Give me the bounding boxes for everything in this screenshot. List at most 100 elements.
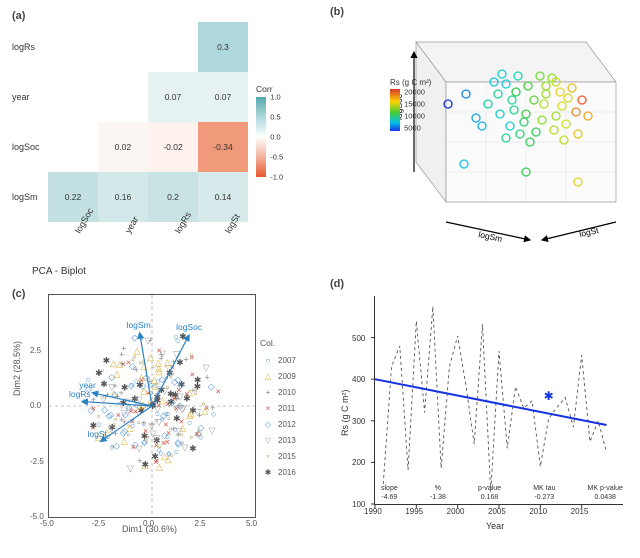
pca-point: ▫ <box>137 417 140 427</box>
heatmap-ylabel: logRs <box>12 42 35 52</box>
pca-point: △ <box>126 422 133 432</box>
pca-point: ▫ <box>112 419 115 429</box>
pca-point: × <box>153 457 158 467</box>
pca-point: ▽ <box>203 362 210 372</box>
pca-arrow-label: logRs <box>69 389 91 399</box>
pca-point: ▫ <box>189 432 192 442</box>
pca-point: + <box>141 418 146 428</box>
pca-arrow-label: logSt <box>88 429 107 439</box>
pca-legend-item: ◇2012 <box>260 416 318 432</box>
pca-legend-item: ▽2013 <box>260 432 318 448</box>
pca-point: ○ <box>187 417 192 427</box>
heatmap-cell <box>48 122 98 172</box>
pca-point: × <box>179 416 184 426</box>
cube-legend: Rs (g C m²) 2000015000100005000 <box>390 78 452 139</box>
pca-point: ○ <box>166 449 171 459</box>
pca-point: △ <box>147 352 154 362</box>
corr-heatmap: 0.30.070.070.02-0.02-0.340.220.160.20.14 <box>48 22 248 222</box>
pca-legend-item: +2010 <box>260 384 318 400</box>
pca-point: ○ <box>174 446 179 456</box>
pca-point: △ <box>113 369 120 379</box>
cube-legend-title: Rs (g C m²) <box>390 78 452 87</box>
time-series-line <box>383 306 606 492</box>
heatmap-cell: 0.02 <box>98 122 148 172</box>
heatmap-cell: 0.07 <box>148 72 198 122</box>
heatmap-ylabel: logSm <box>12 192 38 202</box>
pca-point: △ <box>110 358 117 368</box>
pca-point: ▽ <box>127 463 134 473</box>
pca-point: ▫ <box>194 385 197 395</box>
pca-point: ✱ <box>194 375 202 385</box>
pca-point: + <box>183 355 188 365</box>
heatmap-cell <box>148 22 198 72</box>
panel-b: (b) logSm logSt logSoc <box>326 4 636 264</box>
panel-c: (c) PCA - Biplot ○△+×◇▽▫✱○△+×◇▽▫✱○△+×◇▽▫… <box>4 266 324 556</box>
pca-point: × <box>116 410 121 420</box>
pca-legend-item: ×2011 <box>260 400 318 416</box>
trend-line <box>375 379 606 425</box>
pca-point: + <box>210 403 215 413</box>
pca-point: ▽ <box>179 404 186 414</box>
pca-point: ✱ <box>183 393 191 403</box>
pca-legend: Col. ○2007△2009+2010×2011◇2012▽2013▫2015… <box>260 338 318 480</box>
pca-point: △ <box>141 385 148 395</box>
pca-point: ✱ <box>103 356 111 366</box>
pca-point: + <box>204 373 209 383</box>
axis-logSm: logSm <box>478 229 504 244</box>
panel-d-label: (d) <box>330 278 344 290</box>
pca-point: △ <box>188 408 195 418</box>
pca-point: ◇ <box>120 428 127 438</box>
cube-legend-ticks: 2000015000100005000 <box>404 89 436 139</box>
trend-marker: ✱ <box>544 389 554 403</box>
pca-point: ○ <box>175 335 180 345</box>
pca-legend-item: ▫2015 <box>260 448 318 464</box>
pca-point: ✱ <box>176 358 184 368</box>
pca-point: ▫ <box>97 411 100 421</box>
heatmap-ylabel: year <box>12 92 30 102</box>
panel-b-label: (b) <box>330 6 344 18</box>
panel-a: (a) 0.30.070.070.02-0.02-0.340.220.160.2… <box>4 4 324 264</box>
pca-point: ✱ <box>141 431 149 441</box>
pca-legend-item: ○2007 <box>260 352 318 368</box>
pca-point: ✱ <box>189 444 197 454</box>
heatmap-ylabel: logSoc <box>12 142 40 152</box>
pca-point: ○ <box>160 414 165 424</box>
pca-arrow-label: logSm <box>127 320 151 330</box>
pca-point: ▽ <box>209 426 216 436</box>
heatmap-cell: 0.07 <box>198 72 248 122</box>
pca-title: PCA - Biplot <box>32 266 86 277</box>
heatmap-cell <box>98 22 148 72</box>
panel-d: (d) ✱ slope-4.69 %-1.38 p-value0.168 MK … <box>326 266 636 556</box>
pca-point: × <box>131 442 136 452</box>
heatmap-cell <box>98 72 148 122</box>
pca-point: ○ <box>165 408 170 418</box>
pca-point: ◇ <box>106 410 113 420</box>
pca-point: ▽ <box>153 433 160 443</box>
heatmap-cell: -0.02 <box>148 122 198 172</box>
pca-point: + <box>171 424 176 434</box>
pca-point: ▫ <box>180 430 183 440</box>
pca-point: ◇ <box>161 430 168 440</box>
pca-point: ▫ <box>101 365 104 375</box>
pca-point: ◇ <box>113 440 120 450</box>
corr-legend: Corr 1.00.50.0-0.5-1.0 <box>256 84 296 177</box>
pca-legend-title: Col. <box>260 338 318 348</box>
pca-point: ▫ <box>190 350 193 360</box>
pca-point: △ <box>155 358 162 368</box>
axis-logSt: logSt <box>578 225 600 239</box>
heatmap-cell <box>48 22 98 72</box>
pca-point: ◇ <box>125 402 132 412</box>
pca-point: + <box>120 359 125 369</box>
heatmap-cell: -0.34 <box>198 122 248 172</box>
pca-legend-item: △2009 <box>260 368 318 384</box>
pca-point: × <box>204 403 209 413</box>
pca-ylabel: Dim2 (28.5%) <box>12 341 22 396</box>
pca-point: ◇ <box>177 380 184 390</box>
trend-stats: slope-4.69 %-1.38 p-value0.168 MK tau-0.… <box>381 484 623 502</box>
pca-point: ✱ <box>100 379 108 389</box>
corr-gradient <box>256 97 266 177</box>
pca-point: ✱ <box>141 459 149 469</box>
pca-point: × <box>216 386 221 396</box>
trend-xlabel: Year <box>486 521 504 531</box>
heatmap-cell: 0.3 <box>198 22 248 72</box>
